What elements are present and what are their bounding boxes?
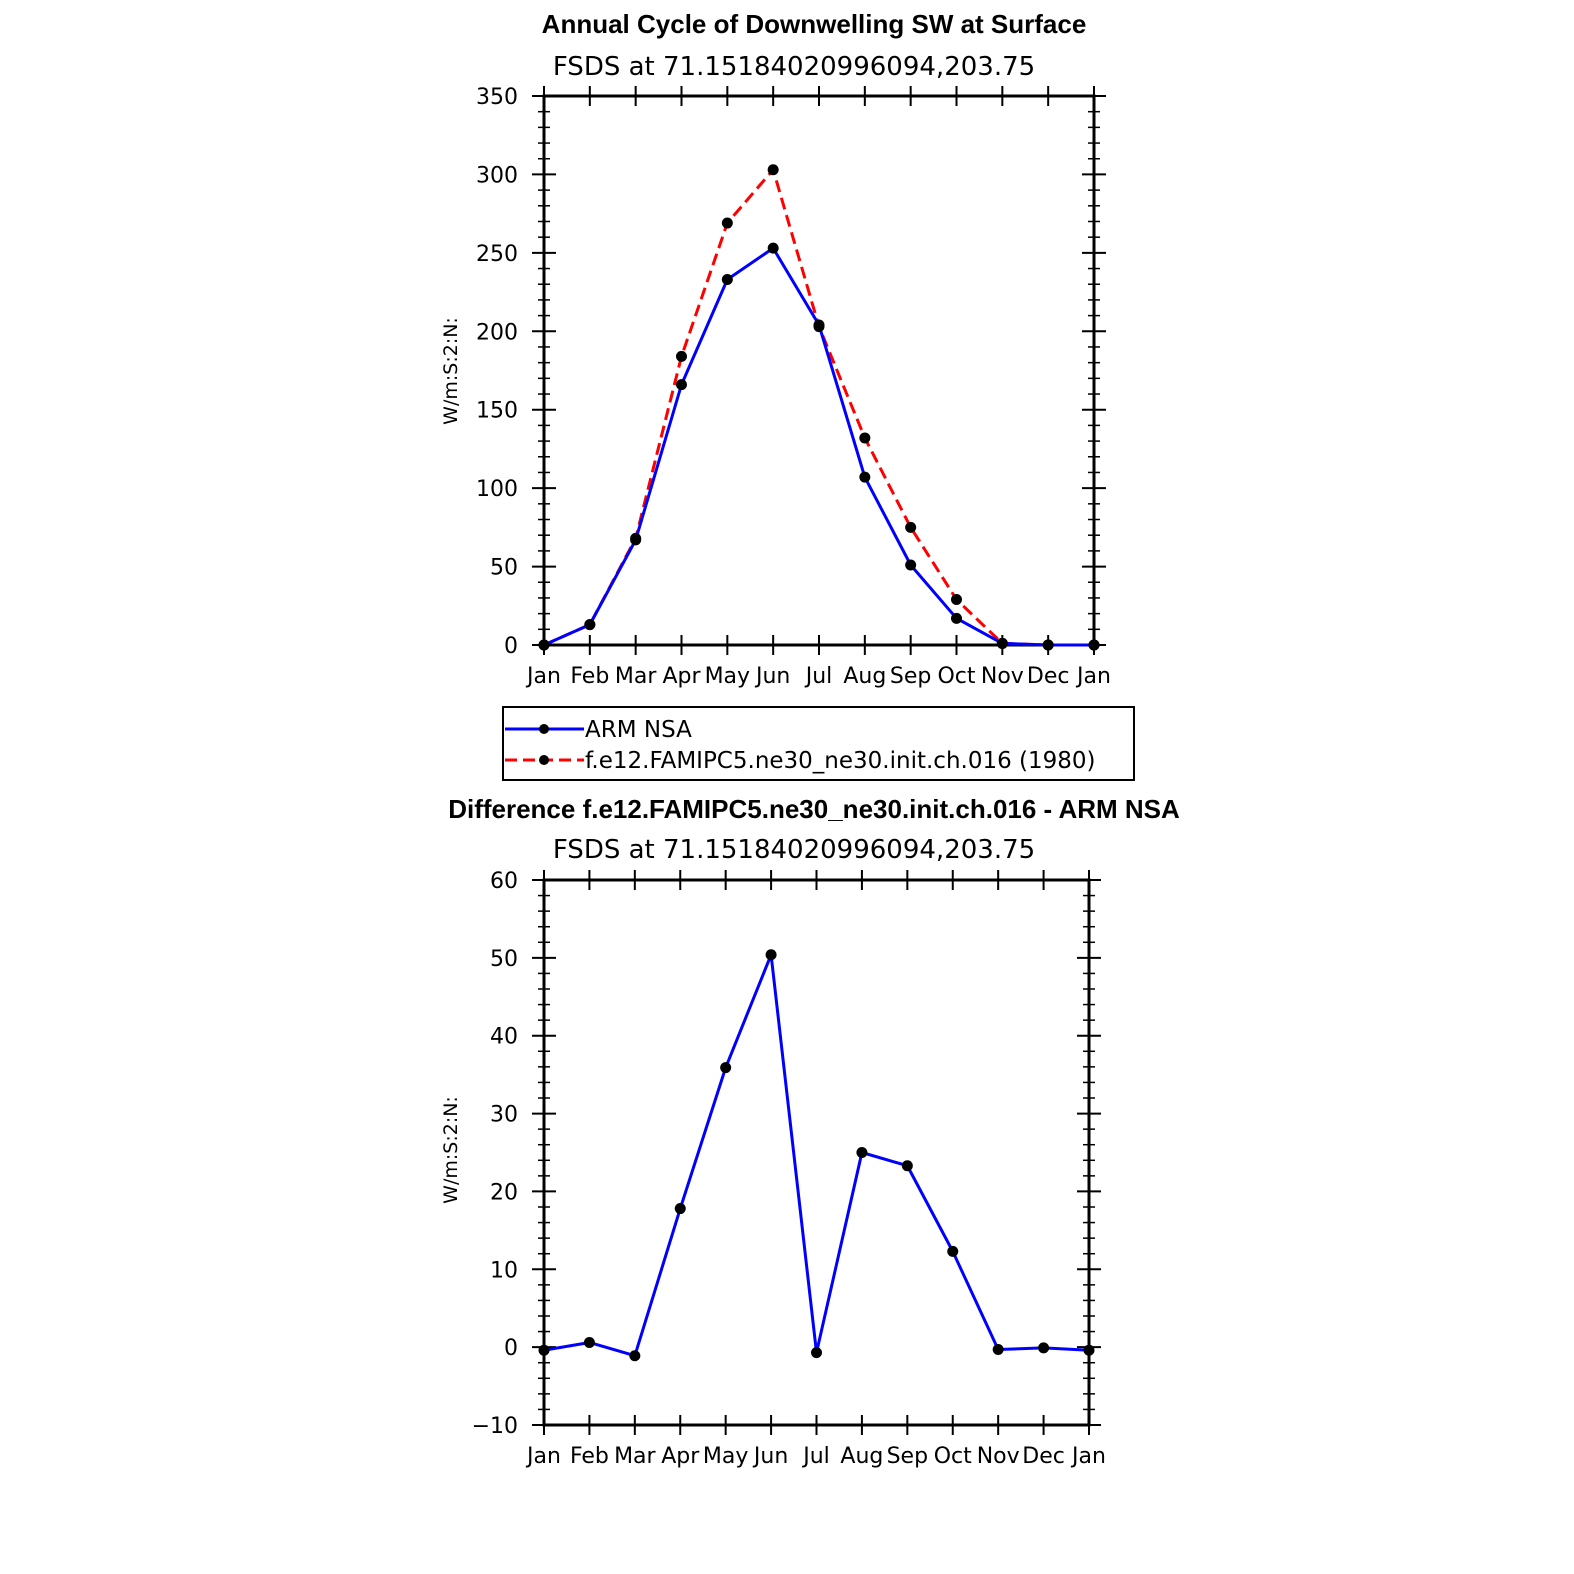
chart2-point-0 (583, 1336, 595, 1348)
chart1-series-line-1 (543, 168, 1094, 647)
chart1-point-1 (1042, 639, 1054, 651)
chart2-xtick-label: Jan (525, 1444, 561, 1469)
chart2-xtick-label: Sep (887, 1444, 928, 1469)
chart1-series-line-0 (543, 246, 1094, 647)
chart1-xtick-label: Jan (1075, 664, 1111, 689)
chart1-point-1 (538, 639, 550, 651)
chart2-marks (538, 949, 1095, 1362)
legend-marker-model (539, 755, 549, 765)
chart2-xtick-label: Jun (752, 1444, 788, 1469)
chart2-point-0 (674, 1203, 686, 1215)
chart1-xtick-label: Jul (804, 664, 833, 689)
chart2-ylabel: W/m:S:2:N: (440, 1096, 462, 1204)
chart2-point-0 (901, 1160, 913, 1172)
chart1-ytick-label: 150 (476, 399, 518, 424)
chart1-xtick-label: Jun (754, 664, 790, 689)
chart2-ytick-label: 60 (490, 869, 518, 894)
chart2-ytick-label: 30 (490, 1103, 518, 1128)
chart1-marks (538, 164, 1100, 651)
chart2-axes: Jan Feb Mar Apr May Jun Jul Aug Sep Oct Nov Dec Jan−… (472, 869, 1106, 1469)
legend: ARM NSA f.e12.FAMIPC5.ne30_ne30.init.ch.… (502, 706, 1135, 781)
chart1-point-1 (584, 619, 596, 631)
chart1-point-1 (951, 594, 962, 606)
chart1-xtick-label: Aug (843, 664, 886, 689)
chart1-xtick-label: Jan (525, 664, 561, 689)
chart1-ytick-label: 200 (476, 320, 518, 345)
chart2-ytick-label: 40 (490, 1025, 518, 1050)
chart1-frame (542, 94, 1096, 647)
chart2-point-0 (856, 1147, 868, 1158)
chart1-point-0 (767, 242, 779, 254)
chart1-point-0 (905, 559, 917, 571)
chart2-xtick-label: Jul (801, 1444, 830, 1469)
chart1-point-1 (767, 164, 779, 176)
chart1-ytick-label: 0 (504, 634, 518, 659)
chart1-point-1 (630, 532, 642, 544)
chart1-axes: Jan Feb Mar Apr May Jun Jul Aug Sep Oct Nov Dec Jan0… (476, 85, 1111, 689)
chart2-xtick-label: Feb (570, 1444, 609, 1469)
chart2-xtick-label: Aug (840, 1444, 883, 1469)
chart1-point-1 (813, 321, 825, 333)
chart2-xtick-label: Dec (1022, 1444, 1065, 1469)
chart2-subtitle: FSDS at 71.15184020996094,203.75 (553, 835, 1035, 865)
chart2-ytick-label: 20 (490, 1180, 518, 1205)
chart2-point-0 (765, 949, 777, 961)
chart1-ytick-label: 50 (490, 556, 518, 581)
chart2-xtick-label: Apr (661, 1444, 700, 1469)
chart2-xtick-label: Mar (614, 1444, 656, 1469)
chart1-xtick-label: Mar (615, 664, 657, 689)
chart1-ytick-label: 100 (476, 477, 518, 502)
chart1-xtick-label: Apr (662, 664, 701, 689)
chart1-point-0 (859, 471, 871, 483)
chart1-ytick-label: 300 (476, 163, 518, 188)
chart2-xtick-label: May (703, 1444, 748, 1469)
legend-label-model: f.e12.FAMIPC5.ne30_ne30.init.ch.016 (198… (585, 748, 1096, 774)
chart2-point-0 (1038, 1342, 1050, 1354)
chart2-point-0 (811, 1347, 822, 1359)
chart1-title: Annual Cycle of Downwelling SW at Surfac… (542, 9, 1087, 39)
chart1-xtick-label: May (705, 664, 750, 689)
chart2-xtick-label: Jan (1070, 1444, 1106, 1469)
chart2-point-0 (720, 1062, 732, 1074)
chart1-ytick-label: 250 (476, 242, 518, 267)
legend-label-arm-nsa: ARM NSA (585, 717, 692, 743)
chart1-point-1 (721, 217, 733, 229)
chart2-series-line-0 (543, 953, 1090, 1358)
chart2-point-0 (947, 1245, 959, 1257)
legend-box (502, 706, 1135, 781)
chart1-point-0 (721, 274, 733, 286)
chart2-ytick-label: 10 (490, 1258, 518, 1283)
chart1-ylabel: W/m:S:2:N: (440, 317, 462, 425)
chart2-ytick-label: 50 (490, 947, 518, 972)
chart1-point-1 (676, 350, 687, 362)
chart2-point-0 (538, 1344, 550, 1356)
chart1-point-1 (905, 521, 917, 533)
chart2-xtick-label: Oct (934, 1444, 972, 1469)
chart1-point-1 (996, 637, 1008, 649)
chart2-xtick-label: Nov (977, 1444, 1020, 1469)
chart1-xtick-label: Dec (1027, 664, 1070, 689)
chart1-point-1 (859, 432, 871, 444)
chart2-title: Difference f.e12.FAMIPC5.ne30_ne30.init.… (448, 794, 1180, 824)
chart1-xtick-label: Sep (890, 664, 931, 689)
chart2-point-0 (992, 1343, 1004, 1355)
chart2-ytick-label: −10 (472, 1414, 518, 1439)
chart1-xtick-label: Feb (570, 664, 609, 689)
chart1-subtitle: FSDS at 71.15184020996094,203.75 (553, 52, 1035, 82)
chart1-point-0 (676, 379, 687, 391)
chart1-xtick-label: Oct (937, 664, 975, 689)
chart2-point-0 (1083, 1344, 1095, 1356)
chart2-ytick-label: 0 (504, 1336, 518, 1361)
chart1-ytick-label: 350 (476, 85, 518, 110)
chart1-xtick-label: Nov (981, 664, 1024, 689)
chart2-point-0 (629, 1350, 641, 1362)
chart1-point-1 (1088, 639, 1100, 651)
legend-marker-arm-nsa (539, 724, 549, 734)
chart1-point-0 (951, 612, 962, 624)
